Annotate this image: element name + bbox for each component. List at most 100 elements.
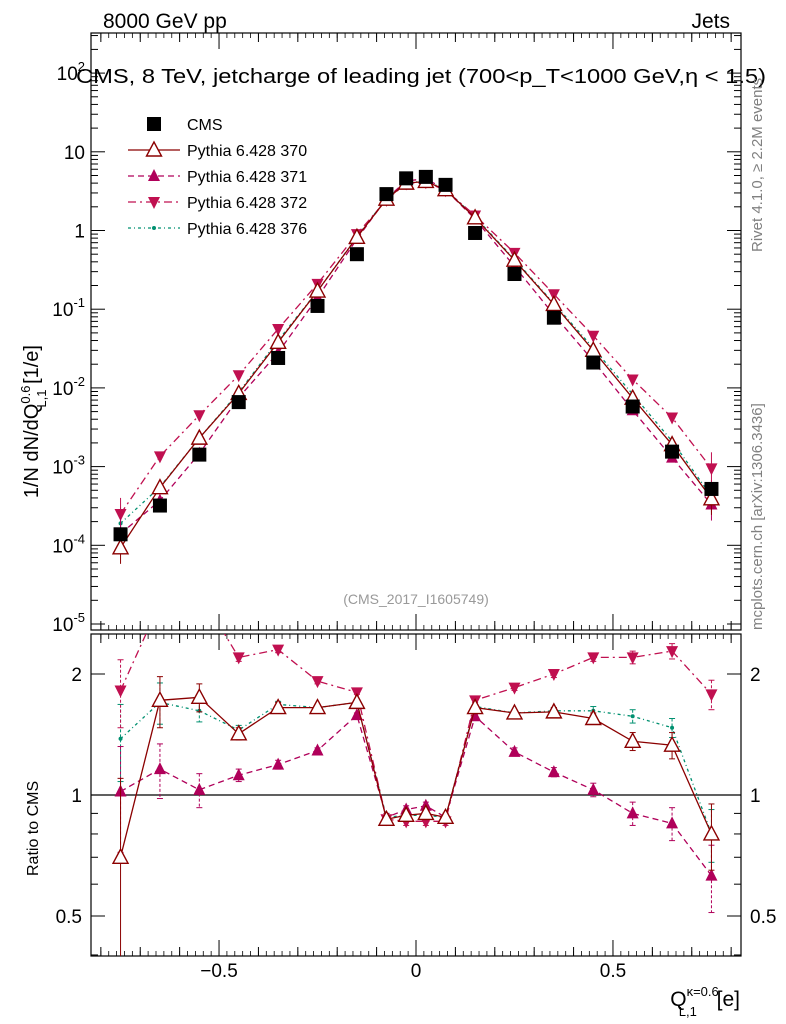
ratio-data-point xyxy=(663,735,681,752)
main-data-point xyxy=(507,267,522,282)
ratio-data-point xyxy=(111,847,130,864)
ratio-data-point xyxy=(436,807,455,825)
main-data-point xyxy=(269,332,287,349)
ratio-data-point xyxy=(466,698,484,715)
main-data-point xyxy=(310,298,325,313)
ratio-plot-series xyxy=(111,598,721,956)
legend-label: Pythia 6.428 372 xyxy=(187,195,307,212)
main-series-line xyxy=(119,181,713,515)
main-data-point xyxy=(153,451,166,464)
legend-marker xyxy=(147,117,161,131)
ratio-data-point xyxy=(232,768,245,781)
main-y-tick-label: 1 xyxy=(74,222,85,243)
main-y-tick-label: 10 xyxy=(64,143,85,164)
ratio-data-point xyxy=(626,806,639,819)
ratio-series-line xyxy=(119,696,713,858)
legend-marker xyxy=(145,140,163,157)
ratio-data-point xyxy=(705,868,718,881)
main-y-axis-label-base: 1/N dN/dQ xyxy=(21,404,43,498)
legend-entry-1: Pythia 6.428 370 xyxy=(128,140,307,160)
main-data-point xyxy=(705,463,718,476)
main-data-point xyxy=(702,489,721,506)
main-data-point xyxy=(113,527,128,542)
main-plot-series xyxy=(111,169,721,564)
axis-ticks: 10-5 10-4 10-3 10-2 10-1 1 10 102 −0.5 0 0.5 0.5 0.5… xyxy=(52,33,776,982)
main-data-point xyxy=(232,370,245,383)
main-data-point xyxy=(111,538,130,555)
ratio-data-point xyxy=(118,736,123,741)
legend-label: CMS xyxy=(187,117,223,134)
main-data-point xyxy=(190,428,209,445)
legend-entry-4: Pythia 6.428 376 xyxy=(128,221,307,238)
header-left: 8000 GeV pp xyxy=(103,10,227,33)
ratio-y-axis-label: Ratio to CMS xyxy=(25,781,42,876)
main-data-point xyxy=(505,250,524,267)
ratio-data-point xyxy=(348,692,366,710)
ratio-y-tick-label-right: 1 xyxy=(750,786,761,807)
ratio-series-0 xyxy=(111,676,721,956)
legend-marker xyxy=(148,169,160,181)
ratio-data-point xyxy=(508,682,521,695)
ratio-data-point xyxy=(272,757,285,770)
x-tick-label: 0.5 xyxy=(600,961,626,982)
analysis-label: (CMS_2017_I1605749) xyxy=(343,591,489,607)
legend: CMS Pythia 6.428 370 Pythia 6.428 371 Pythi… xyxy=(128,117,307,238)
ratio-data-point xyxy=(670,725,675,730)
ratio-data-point xyxy=(232,652,245,665)
main-data-point xyxy=(349,247,364,262)
header-right: Jets xyxy=(691,10,730,33)
ratio-y-tick-label: 2 xyxy=(71,665,82,686)
ratio-data-point xyxy=(623,731,642,749)
legend-entry-3: Pythia 6.428 372 xyxy=(128,195,307,212)
main-series-0 xyxy=(113,169,719,542)
ratio-data-point xyxy=(666,646,679,659)
x-axis-label-sub: L,1 xyxy=(679,1004,697,1019)
main-data-point xyxy=(704,481,719,496)
ratio-data-point xyxy=(151,690,169,708)
ratio-data-point xyxy=(230,724,248,741)
ratio-y-tick-label-right: 0.5 xyxy=(750,907,776,928)
ratio-data-point xyxy=(272,644,285,657)
main-data-point xyxy=(379,187,394,202)
main-data-point xyxy=(348,227,366,244)
main-data-point xyxy=(545,294,563,312)
ratio-data-point xyxy=(545,702,563,719)
main-y-axis-label-sup: 0.6 xyxy=(18,386,33,404)
ratio-y-tick-label: 0.5 xyxy=(56,907,82,928)
ratio-data-point xyxy=(630,714,635,719)
ratio-data-point xyxy=(702,824,721,841)
legend-label: Pythia 6.428 370 xyxy=(187,143,307,160)
x-axis-label-base: Q xyxy=(670,988,686,1011)
ratio-data-point xyxy=(350,708,363,721)
ratio-y-tick-label: 1 xyxy=(71,786,82,807)
x-axis-label-tail: [e] xyxy=(711,988,740,1011)
ratio-data-point xyxy=(417,803,435,821)
legend-entry-0: CMS xyxy=(147,117,223,134)
ratio-data-point xyxy=(190,687,209,705)
rivet-label: Rivet 4.1.0, ≥ 2.2M events xyxy=(749,78,766,252)
ratio-data-point xyxy=(587,652,600,665)
main-data-point xyxy=(666,412,679,425)
x-tick-label: −0.5 xyxy=(200,961,238,982)
ratio-data-point xyxy=(626,652,639,665)
plot-title: CMS, 8 TeV, jetcharge of leading jet (70… xyxy=(76,66,766,88)
ratio-data-point xyxy=(154,598,166,610)
ratio-series-1 xyxy=(114,708,718,914)
ratio-data-point xyxy=(547,669,560,681)
main-data-point xyxy=(586,355,601,370)
main-data-point xyxy=(272,324,285,337)
main-y-axis-label: 1/N dN/dQ0.6L,1 [1/e] xyxy=(18,345,49,498)
main-data-point xyxy=(466,208,484,225)
ratio-series-line xyxy=(119,634,712,822)
ratio-data-point xyxy=(705,689,718,702)
legend-marker xyxy=(152,226,156,230)
ratio-data-point xyxy=(311,676,324,689)
main-y-tick-label: 10-3 xyxy=(52,453,85,479)
ratio-series-line xyxy=(120,713,713,877)
main-data-point xyxy=(308,281,327,298)
ratio-data-point xyxy=(508,744,521,757)
ratio-data-point xyxy=(153,762,166,775)
main-data-point xyxy=(587,330,600,343)
ratio-data-point xyxy=(505,703,524,720)
